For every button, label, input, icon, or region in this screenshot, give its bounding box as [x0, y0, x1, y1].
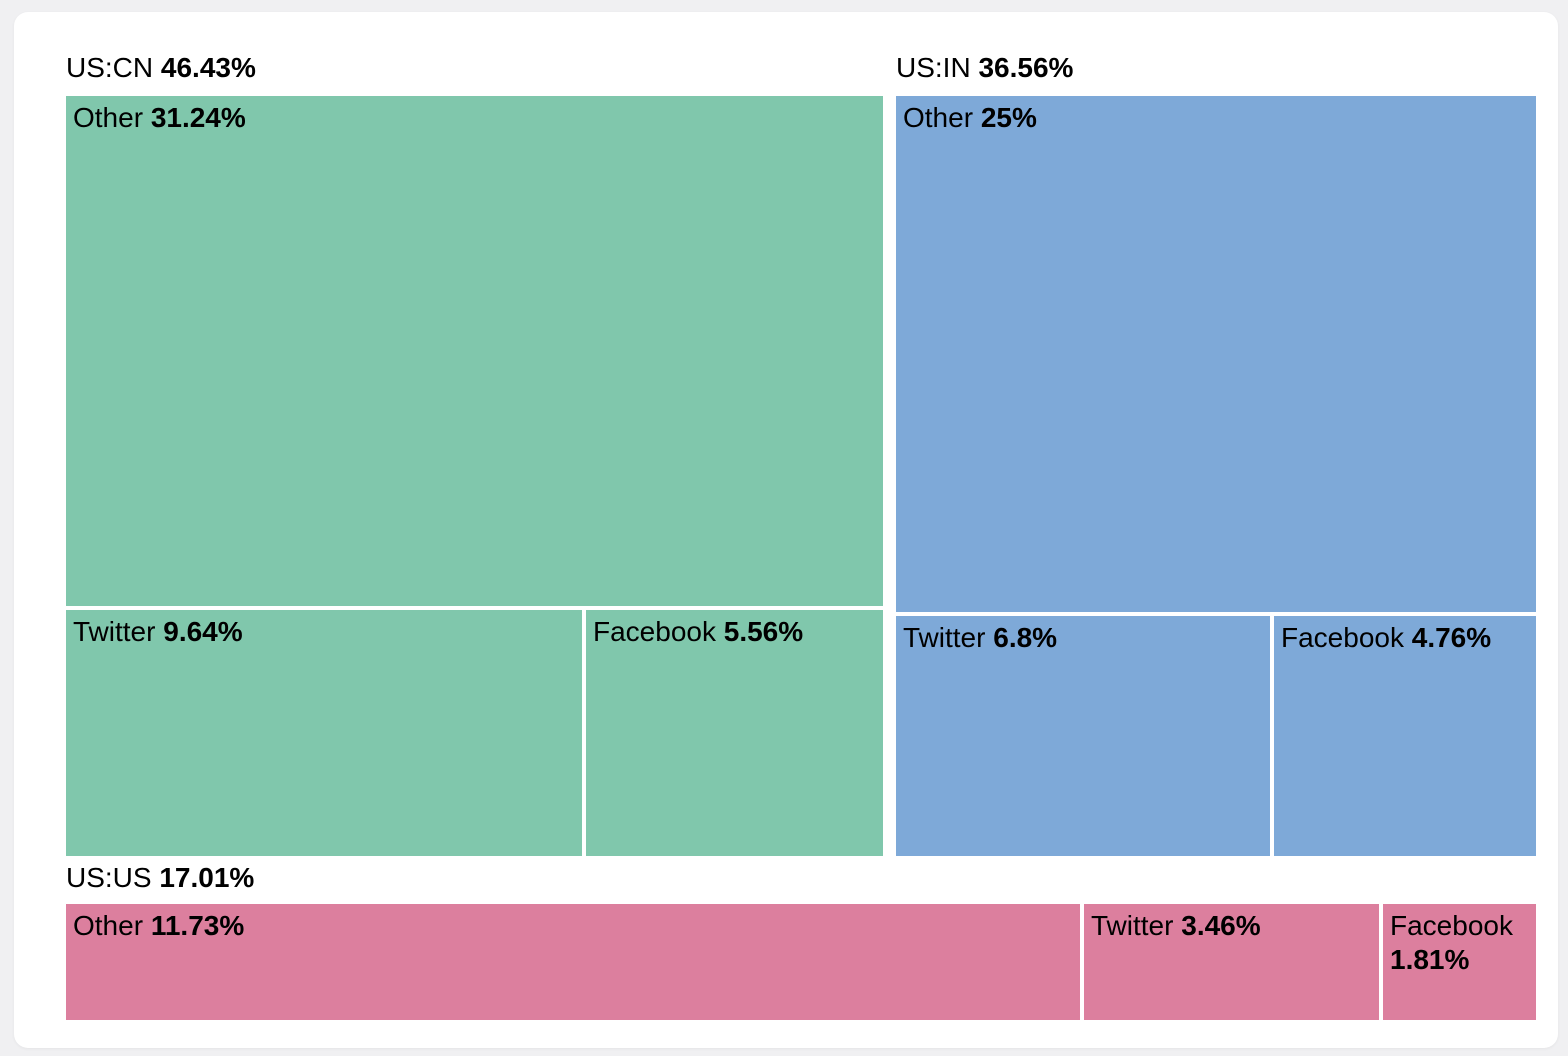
group-label: US:CN [66, 52, 154, 83]
cell-value: 4.76% [1411, 622, 1492, 653]
group-header-us-in: US:IN 36.56% [896, 52, 1073, 84]
cell-value: 1.81% [1390, 944, 1470, 975]
treemap-card: US:CN 46.43% Other 31.24% Twitter 9.64% … [14, 12, 1558, 1048]
group-header-us-cn: US:CN 46.43% [66, 52, 256, 84]
cell-label: Twitter [903, 622, 986, 653]
cell-value: 9.64% [163, 616, 243, 647]
treemap-cell-us-cn-twitter[interactable]: Twitter 9.64% [66, 610, 582, 856]
cell-value: 6.8% [993, 622, 1058, 653]
group-header-us-us: US:US 17.01% [66, 862, 254, 894]
cell-label: Facebook [593, 616, 716, 647]
treemap-cell-us-us-twitter[interactable]: Twitter 3.46% [1084, 904, 1379, 1020]
cell-value: 25% [980, 102, 1037, 133]
group-value: 36.56% [978, 52, 1074, 83]
group-value: 17.01% [159, 862, 255, 893]
treemap-cell-us-cn-other[interactable]: Other 31.24% [66, 96, 883, 606]
cell-value: 11.73% [150, 910, 245, 941]
cell-label: Twitter [73, 616, 156, 647]
cell-value: 31.24% [150, 102, 246, 133]
cell-value: 5.56% [723, 616, 804, 647]
treemap-cell-us-in-facebook[interactable]: Facebook 4.76% [1274, 616, 1536, 856]
treemap-cell-us-cn-facebook[interactable]: Facebook 5.56% [586, 610, 883, 856]
cell-label: Twitter [1091, 910, 1174, 941]
treemap-cell-us-us-facebook[interactable]: Facebook 1.81% [1383, 904, 1536, 1020]
group-label: US:US [66, 862, 152, 893]
group-label: US:IN [896, 52, 971, 83]
cell-label: Facebook [1281, 622, 1404, 653]
cell-label: Other [73, 910, 144, 941]
cell-label: Other [73, 102, 144, 133]
treemap-cell-us-in-other[interactable]: Other 25% [896, 96, 1536, 612]
cell-value: 3.46% [1181, 910, 1261, 941]
group-value: 46.43% [160, 52, 256, 83]
cell-label: Facebook [1390, 910, 1513, 941]
cell-label: Other [903, 102, 974, 133]
treemap-cell-us-in-twitter[interactable]: Twitter 6.8% [896, 616, 1270, 856]
treemap-cell-us-us-other[interactable]: Other 11.73% [66, 904, 1080, 1020]
